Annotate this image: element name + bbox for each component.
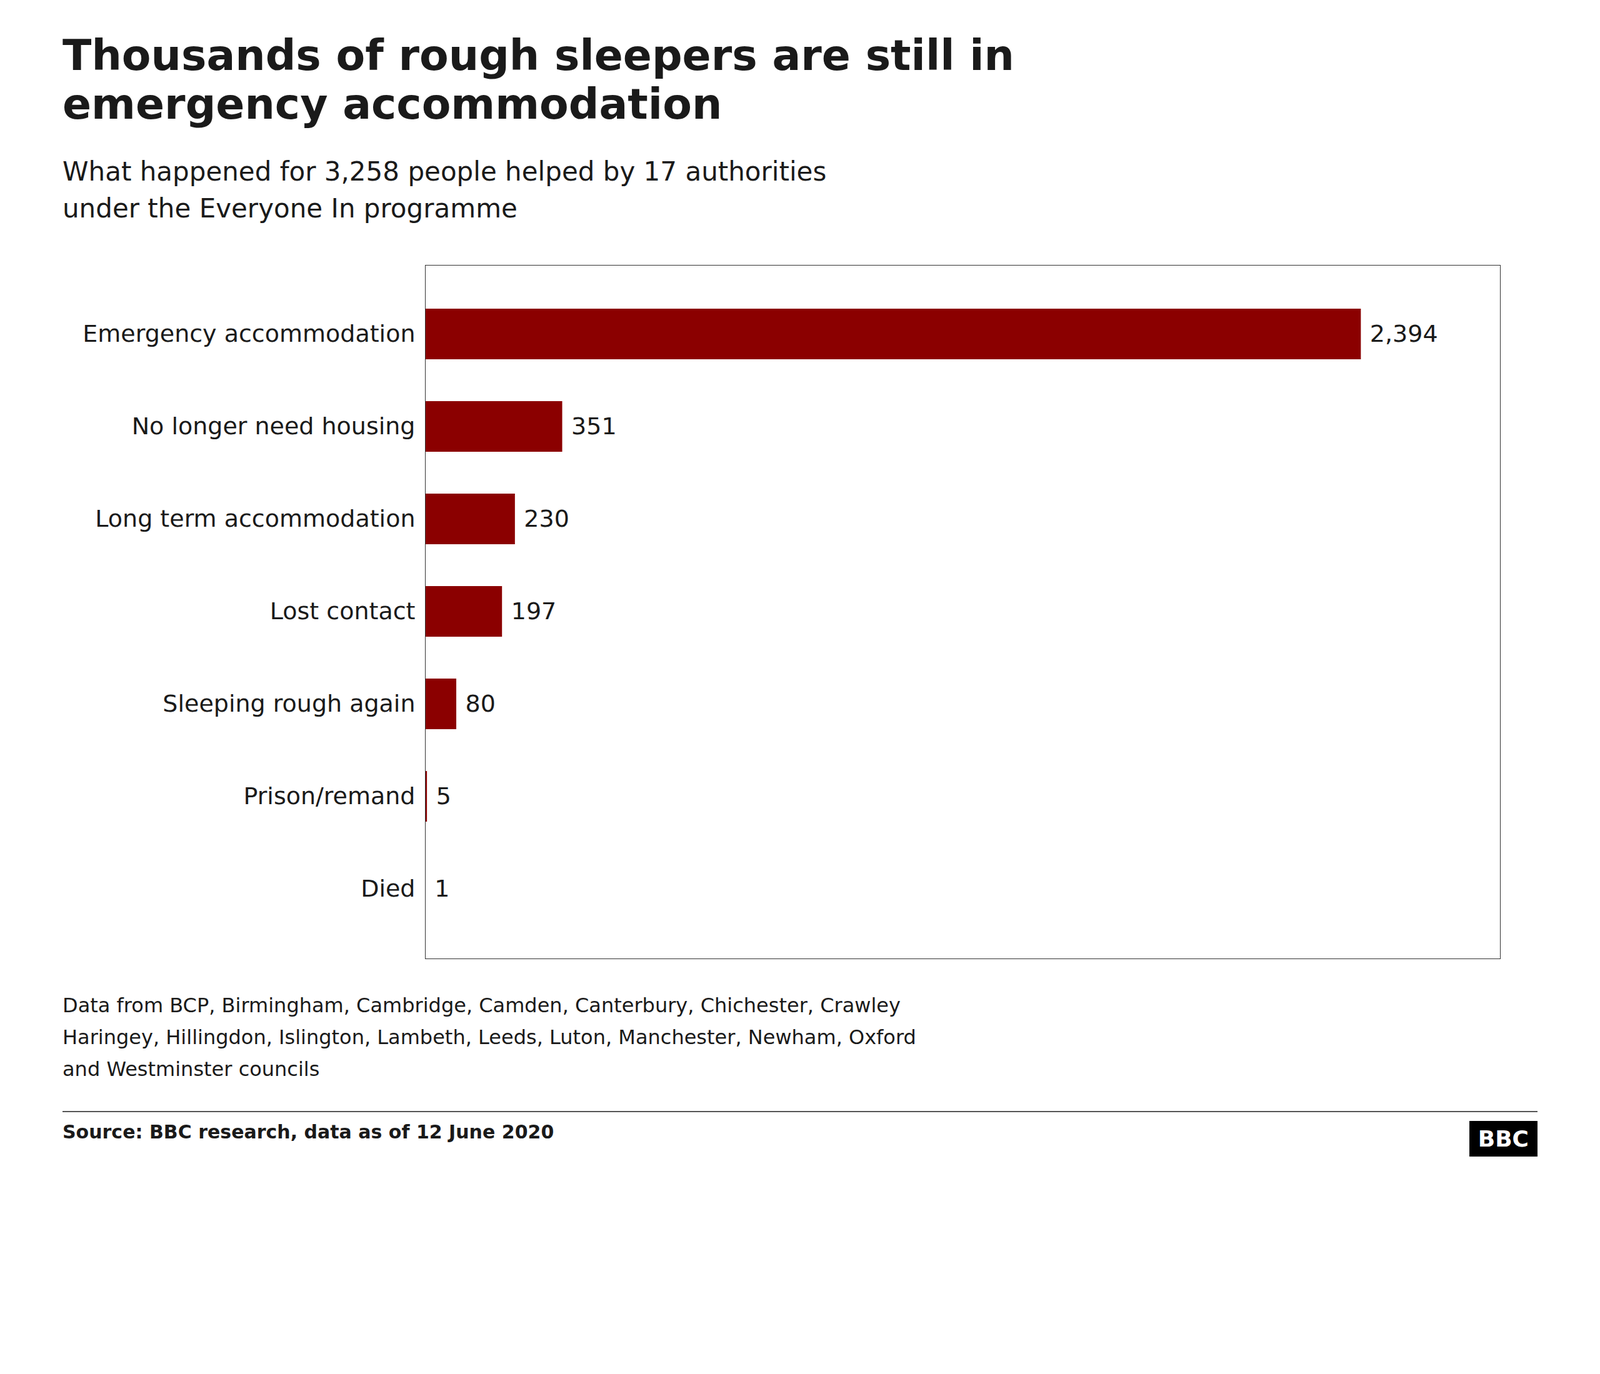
svg-text:2,394: 2,394 bbox=[1370, 320, 1439, 348]
html-text:What happened for 3,258 people: What happened for 3,258 people helped by… bbox=[62, 156, 827, 224]
svg-text:1: 1 bbox=[434, 875, 450, 903]
html-text:Data from BCP, Birmingham, Cam: Data from BCP, Birmingham, Cambridge, Ca… bbox=[62, 993, 917, 1082]
html-text:Source: BBC research, data as: Source: BBC research, data as of 12 June… bbox=[62, 1120, 554, 1143]
svg-text:230: 230 bbox=[523, 505, 570, 533]
svg-text:5: 5 bbox=[436, 782, 452, 810]
svg-text:351: 351 bbox=[571, 412, 617, 440]
html-text:BBC: BBC bbox=[1477, 1125, 1529, 1152]
svg-text:80: 80 bbox=[465, 690, 496, 718]
svg-text:197: 197 bbox=[511, 597, 557, 625]
html-text:Thousands of rough sleepers ar: Thousands of rough sleepers are still in… bbox=[62, 30, 1015, 129]
svg-text:Emergency accommodation: Emergency accommodation bbox=[82, 320, 415, 348]
svg-text:Lost contact: Lost contact bbox=[270, 597, 416, 625]
svg-text:Sleeping rough again: Sleeping rough again bbox=[162, 690, 415, 718]
svg-text:Long term accommodation: Long term accommodation bbox=[95, 505, 415, 533]
svg-text:Prison/remand: Prison/remand bbox=[243, 782, 415, 810]
svg-text:No longer need housing: No longer need housing bbox=[131, 412, 416, 440]
svg-text:Died: Died bbox=[360, 875, 415, 903]
